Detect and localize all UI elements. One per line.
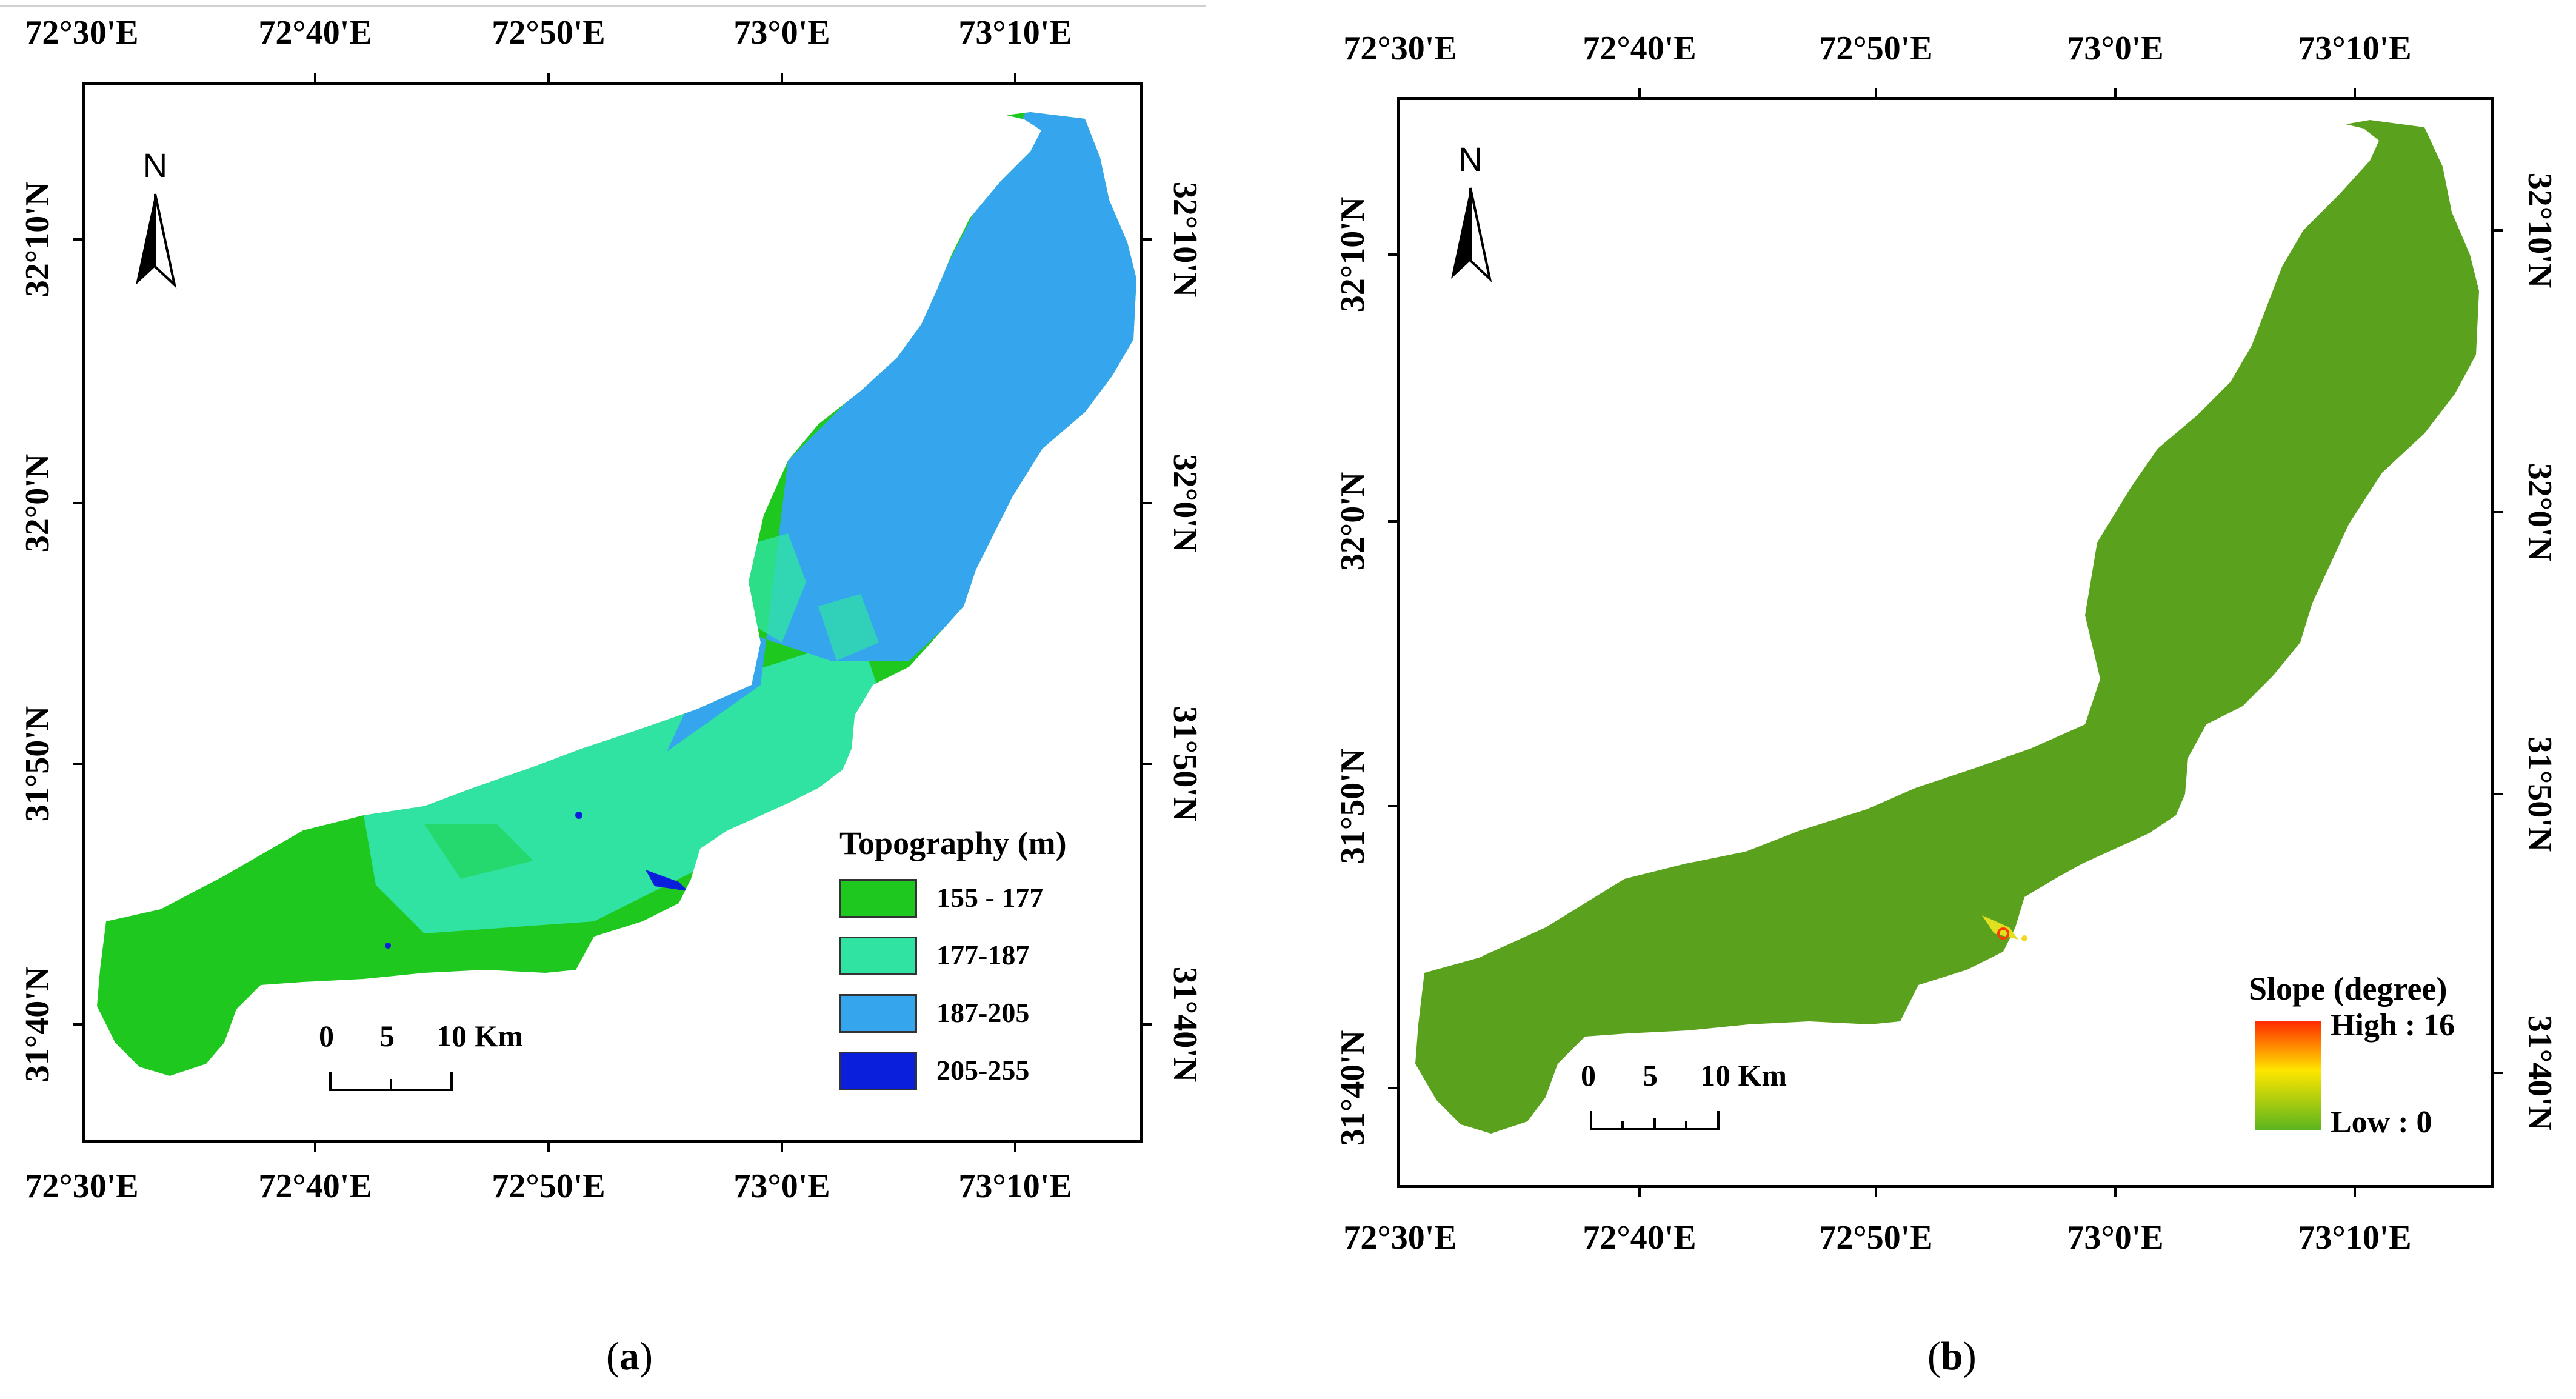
lon-label-bottom: 72°40'E	[258, 1167, 372, 1205]
lon-label-top: 72°30'E	[25, 14, 139, 52]
caption-letter: a	[619, 1334, 639, 1378]
slope-area	[1415, 120, 2479, 1134]
legend-low-label: Low : 0	[2331, 1105, 2432, 1140]
lon-label-bottom: 72°50'E	[492, 1167, 606, 1205]
legend-class: 205-255	[839, 1052, 1094, 1090]
lon-label-top: 73°0'E	[2067, 30, 2164, 67]
scale-10: 10 Km	[1700, 1058, 1787, 1092]
lon-label-top: 72°50'E	[492, 14, 606, 52]
lon-label-top: 72°40'E	[258, 14, 372, 52]
legend-swatch	[839, 879, 917, 918]
legend-class-label: 187-205	[936, 997, 1030, 1028]
lon-label-top: 72°40'E	[1583, 30, 1697, 67]
north-arrow: N	[131, 145, 179, 291]
north-arrow: N	[1446, 139, 1495, 285]
north-arrow-icon	[1451, 187, 1492, 282]
scale-10: 10 Km	[436, 1019, 524, 1053]
caption-letter: b	[1940, 1334, 1963, 1378]
slope-map	[1415, 120, 2479, 1134]
legend-class: 177-187	[839, 937, 1094, 975]
lon-label-top: 72°50'E	[1819, 30, 1933, 67]
slope-color-ramp	[2255, 1021, 2321, 1130]
scale-0: 0	[1581, 1058, 1596, 1092]
scale-bar-graphic	[329, 1072, 453, 1091]
legend-title: Slope (degree)	[2249, 970, 2448, 1007]
scale-0: 0	[319, 1019, 334, 1053]
lon-label-bottom: 73°0'E	[2067, 1219, 2164, 1257]
lon-label-top: 73°0'E	[733, 14, 830, 52]
panel-slope: 72°30'E 72°40'E 72°50'E 73°0'E 73°10'E 7…	[1297, 0, 2576, 1399]
lon-label-bottom: 73°10'E	[2298, 1219, 2412, 1257]
north-label: N	[1458, 140, 1483, 178]
legend-swatch	[839, 994, 917, 1033]
topography-legend: Topography (m) 155 - 177 177-187 187-205…	[839, 824, 1094, 1103]
lon-label-top: 73°10'E	[958, 14, 1072, 52]
caption-b: (b)	[1927, 1334, 1977, 1378]
legend-title: Topography (m)	[839, 825, 1067, 861]
north-arrow-icon	[136, 193, 177, 289]
legend-class-label: 205-255	[936, 1055, 1030, 1086]
legend-high-label: High : 16	[2331, 1008, 2455, 1043]
lon-label-bottom: 72°30'E	[1343, 1219, 1457, 1257]
top-rule	[0, 5, 1206, 7]
lon-label-bottom: 73°10'E	[958, 1167, 1072, 1205]
lon-label-bottom: 72°30'E	[25, 1167, 139, 1205]
legend-class: 187-205	[839, 994, 1094, 1033]
slope-legend: Slope (degree) High : 16 Low : 0	[2249, 970, 2503, 1152]
topography-map	[97, 112, 1136, 1076]
scale-bar: 0 5 10 Km	[1581, 1058, 1787, 1137]
lon-label-bottom: 72°50'E	[1819, 1219, 1933, 1257]
scale-5: 5	[379, 1019, 395, 1053]
legend-class-label: 155 - 177	[936, 882, 1044, 913]
lon-label-top: 72°30'E	[1343, 30, 1457, 67]
scale-bar-graphic	[1590, 1111, 1720, 1130]
scale-5: 5	[1643, 1058, 1658, 1092]
legend-swatch	[839, 937, 917, 975]
lon-label-bottom: 72°40'E	[1583, 1219, 1697, 1257]
legend-swatch	[839, 1052, 917, 1090]
caption-a: (a)	[606, 1334, 653, 1378]
lon-label-top: 73°10'E	[2298, 30, 2412, 67]
panel-topography: 72°30'E 72°40'E 72°50'E 73°0'E 73°10'E 7…	[0, 0, 1230, 1399]
legend-class: 155 - 177	[839, 879, 1094, 918]
legend-class-label: 177-187	[936, 940, 1030, 970]
scale-bar: 0 5 10 Km	[319, 1018, 523, 1097]
lon-label-bottom: 73°0'E	[733, 1167, 830, 1205]
north-label: N	[142, 146, 168, 184]
